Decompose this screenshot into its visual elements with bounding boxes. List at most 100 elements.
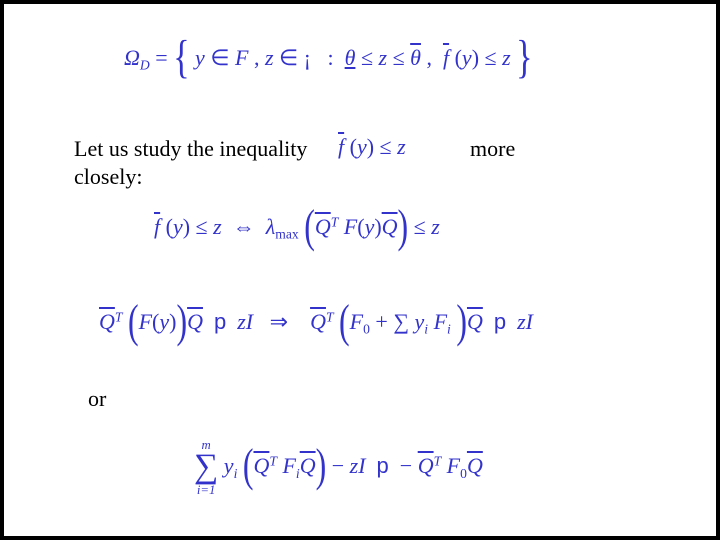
eq1-theta-lo: θ xyxy=(345,45,356,70)
eq4-rp2: ) xyxy=(456,296,467,348)
eq5-sum-sym: ∑ xyxy=(194,452,218,483)
eq4-F1: F xyxy=(139,309,152,334)
text-or: or xyxy=(88,386,106,412)
eq4-z1: z xyxy=(237,309,246,334)
eq4-Fi: F xyxy=(434,309,447,334)
text-more: more xyxy=(470,136,515,162)
eq2-fbar: f xyxy=(338,134,344,159)
eq4-Q3: Q xyxy=(310,309,326,334)
eq5-zero: 0 xyxy=(460,466,467,481)
eq2-y: y xyxy=(357,134,367,159)
eq1-iota: ¡ xyxy=(304,45,311,70)
text-study: Let us study the inequality xyxy=(74,136,307,162)
eq5-lp1: ( xyxy=(243,440,254,492)
eq3-max: max xyxy=(275,227,298,242)
eq1-y: y xyxy=(195,45,205,70)
eq1-eq: = xyxy=(155,45,167,70)
eq4-p2: p xyxy=(494,309,506,334)
eq3-lp3: ( xyxy=(357,214,364,239)
eq3-fbar: f xyxy=(154,214,160,239)
eq1-c1: , xyxy=(254,45,260,70)
eq5-yi: y xyxy=(224,453,234,478)
eq4-I1: I xyxy=(246,309,253,334)
eq5-z: z xyxy=(350,453,359,478)
eq5-sum: m ∑ i=1 xyxy=(194,439,218,497)
eq4-rp1: ) xyxy=(176,296,187,348)
eq5-rp1: ) xyxy=(316,440,327,492)
eq5-Q1: Q xyxy=(253,453,269,478)
eq1-lbrace: { xyxy=(173,33,189,84)
eq1-in1: ∈ xyxy=(210,45,229,70)
eq1-z2: z xyxy=(379,45,388,70)
eq1-lp: ( xyxy=(455,45,462,70)
eq1-le1: ≤ xyxy=(361,45,373,70)
eq4-i1: i xyxy=(424,322,428,337)
eq5-Fi: F xyxy=(282,453,295,478)
eq3-rp1: ) xyxy=(183,214,190,239)
eq4-I2: I xyxy=(526,309,533,334)
eq5-I: I xyxy=(358,453,365,478)
eq4-T1: T xyxy=(115,309,123,324)
eq4-rp1b: ) xyxy=(169,309,176,334)
eq3-le1: ≤ xyxy=(196,214,208,239)
eq1-c2: , xyxy=(426,45,432,70)
eq4-imp: ⇒ xyxy=(270,309,288,334)
eq1-in2: ∈ xyxy=(279,45,298,70)
eq5-Q2: Q xyxy=(300,453,316,478)
eq2-z: z xyxy=(397,134,406,159)
eq5-sum-bot: i=1 xyxy=(194,484,218,497)
eq1-rbrace: } xyxy=(516,33,532,84)
eq3-Q1: Q xyxy=(315,214,331,239)
eq3-z1: z xyxy=(213,214,222,239)
eq4-lp2: ( xyxy=(339,296,350,348)
eq4-i2: i xyxy=(447,322,451,337)
eq4-Q2: Q xyxy=(187,309,203,334)
eq5-minus1: − xyxy=(332,453,344,478)
eq5-i1: i xyxy=(234,466,238,481)
eq5-T2: T xyxy=(434,454,442,469)
eq1-z: z xyxy=(265,45,274,70)
eq4-p1: p xyxy=(214,309,226,334)
eq1-sub-d: D xyxy=(140,58,150,73)
eq1-z3: z xyxy=(502,45,511,70)
eq1-colon: : xyxy=(328,45,334,70)
eq3-lambda: λ xyxy=(266,214,276,239)
eq5-F0: F xyxy=(447,453,460,478)
eq1-le2: ≤ xyxy=(393,45,405,70)
eq5-minus2: − xyxy=(400,453,412,478)
eq4-T2: T xyxy=(326,309,334,324)
eq1-rp: ) xyxy=(472,45,479,70)
eq5-Q3: Q xyxy=(418,453,434,478)
eq2-rp: ) xyxy=(367,134,374,159)
eq4-Q1: Q xyxy=(99,309,115,334)
eq1-fbar: f xyxy=(443,45,449,70)
eq5-T1: T xyxy=(269,454,277,469)
eq4-y1: y xyxy=(159,309,169,334)
eq3-y2: y xyxy=(365,214,375,239)
eq5-Q4: Q xyxy=(467,453,483,478)
eq2-lp: ( xyxy=(350,134,357,159)
eq4-yi: y xyxy=(415,309,425,334)
eq3-z2: z xyxy=(431,214,440,239)
eq4-sum: ∑ xyxy=(393,309,409,334)
eq3-lp2: ( xyxy=(304,201,315,253)
eq4-Q4: Q xyxy=(467,309,483,334)
eq3-le2: ≤ xyxy=(414,214,426,239)
eq3-rp3: ) xyxy=(374,214,381,239)
eq3-rp2: ) xyxy=(398,201,409,253)
eq3-Q2: Q xyxy=(382,214,398,239)
eq4-z2: z xyxy=(517,309,526,334)
eq1-theta-hi: θ xyxy=(410,45,421,70)
eq3-iff: ⇔ xyxy=(233,214,255,239)
eq3-y1: y xyxy=(173,214,183,239)
eq4-zero: 0 xyxy=(363,322,370,337)
eq1-le3: ≤ xyxy=(485,45,497,70)
eq3-F: F xyxy=(344,214,357,239)
eq3-T1: T xyxy=(331,214,339,229)
eq3-lp1: ( xyxy=(166,214,173,239)
eq1-omega: Ω xyxy=(124,45,140,70)
eq1-F: F xyxy=(235,45,248,70)
text-closely: closely: xyxy=(74,164,142,190)
eq1-y2: y xyxy=(462,45,472,70)
eq4-lp1: ( xyxy=(128,296,139,348)
